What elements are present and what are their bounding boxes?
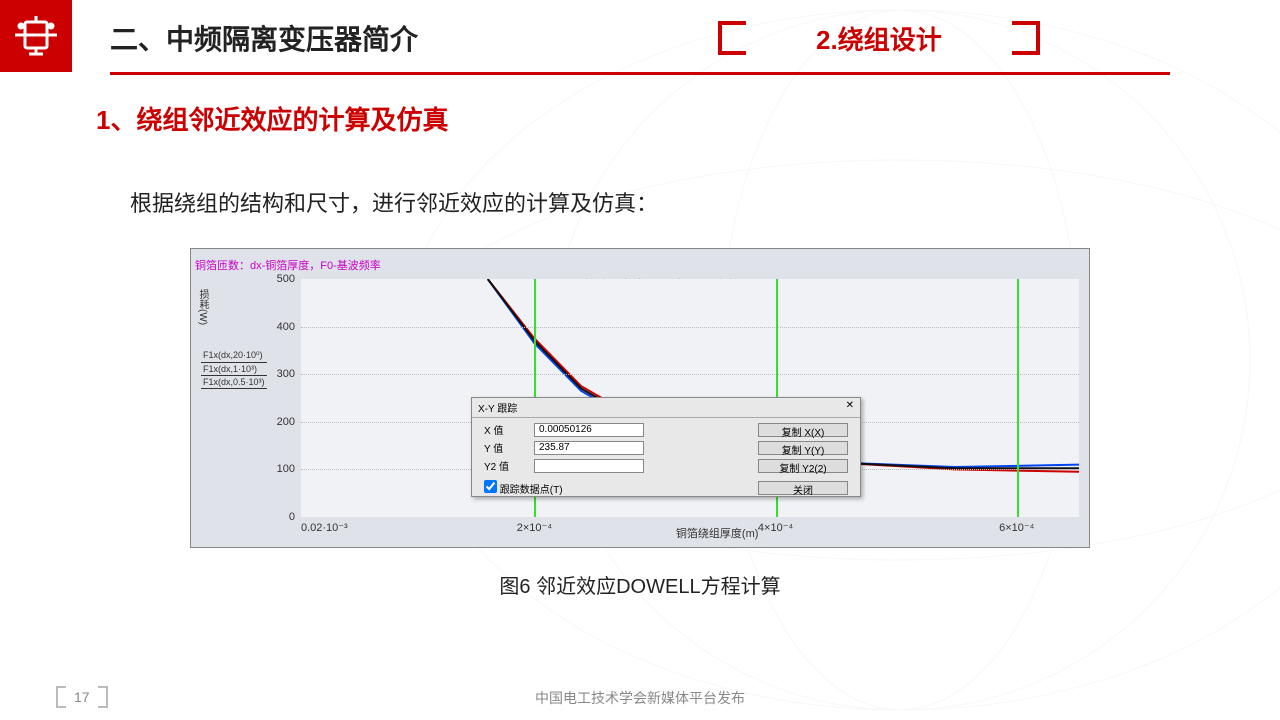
figure-chart: 铜箔匝数：dx-铜箔厚度，F0-基波频率 铜箔绕组损耗与匝数及厚度的关系 损耗(…	[190, 248, 1090, 548]
track-checkbox[interactable]: 跟踪数据点(T)	[484, 480, 563, 496]
xy-trace-dialog: X-Y 跟踪 ✕ X 值0.00050126复制 X(X)Y 值235.87复制…	[471, 397, 861, 497]
chart-legend: F1x(dx,20·10⁰)F1x(dx,1·10³)F1x(dx,0.5·10…	[201, 349, 267, 389]
bracket-right	[1012, 21, 1040, 55]
close-icon[interactable]: ✕	[846, 400, 854, 415]
footer-text: 中国电工技术学会新媒体平台发布	[0, 688, 1280, 708]
figure-caption: 图6 邻近效应DOWELL方程计算	[0, 570, 1280, 599]
dialog-title: X-Y 跟踪	[478, 400, 517, 415]
body-text: 根据绕组的结构和尺寸，进行邻近效应的计算及仿真：	[130, 186, 658, 218]
y-axis-label: 损耗(W)	[195, 289, 210, 325]
main-title: 二、中频隔离变压器简介	[110, 18, 418, 58]
header-divider	[110, 72, 1170, 75]
chart-top-note: 铜箔匝数：dx-铜箔厚度，F0-基波频率	[195, 257, 381, 273]
copy-button[interactable]: 复制 Y2(2)	[758, 459, 848, 473]
title-bar: 二、中频隔离变压器简介 2.绕组设计	[110, 18, 1170, 58]
sub-heading: 1、绕组邻近效应的计算及仿真	[96, 100, 448, 137]
bracket-left	[718, 21, 746, 55]
copy-button[interactable]: 复制 X(X)	[758, 423, 848, 437]
logo	[0, 0, 72, 72]
section-title: 2.绕组设计	[816, 20, 942, 57]
x-axis-label: 铜箔绕组厚度(m)	[676, 525, 759, 541]
close-button[interactable]: 关闭	[758, 481, 848, 495]
copy-button[interactable]: 复制 Y(Y)	[758, 441, 848, 455]
